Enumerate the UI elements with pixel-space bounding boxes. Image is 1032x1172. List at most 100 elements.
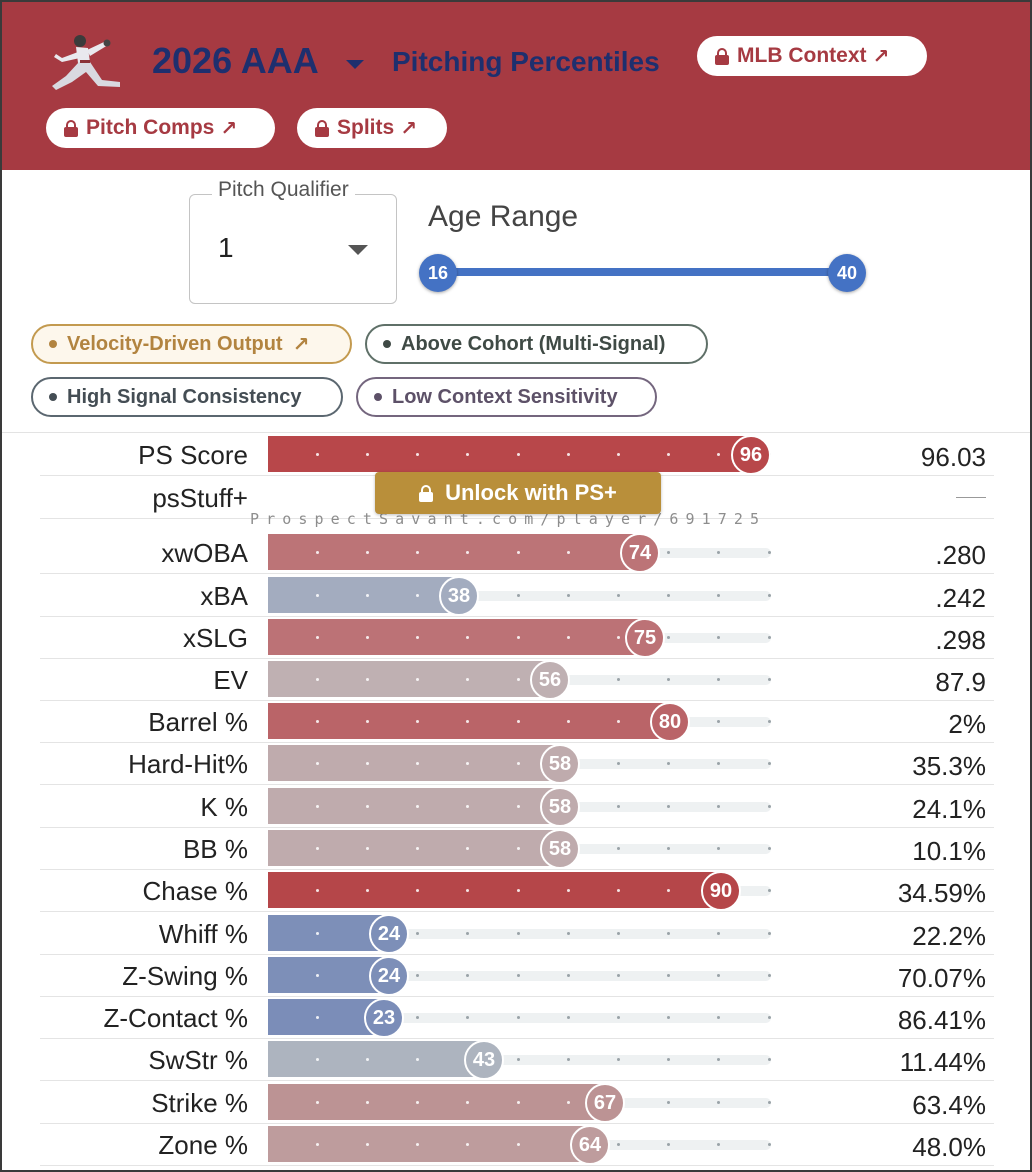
- metric-row: Zone % 64 48.0%: [2, 1124, 1030, 1166]
- metric-label: xwOBA: [161, 538, 248, 568]
- metric-value: 10.1%: [912, 836, 986, 866]
- metric-row: Hard-Hit% 58 35.3%: [2, 743, 1030, 785]
- age-min-handle[interactable]: 16: [419, 254, 457, 292]
- percentile-bubble: 64: [570, 1125, 610, 1165]
- metric-label: Whiff %: [158, 919, 248, 949]
- metric-label: K %: [200, 792, 248, 822]
- lock-icon: [315, 120, 329, 137]
- metric-row: EV 56 87.9: [2, 659, 1030, 701]
- tag-label: Low Context Sensitivity: [392, 385, 618, 408]
- tag-dot-icon: [374, 393, 382, 401]
- percentile-bar: [268, 577, 459, 613]
- mlb-context-label: MLB Context: [737, 44, 867, 67]
- row-divider: [40, 518, 994, 519]
- percentile-bubble: 58: [540, 829, 580, 869]
- metric-label: xBA: [200, 581, 248, 611]
- percentile-bubble: 43: [464, 1040, 504, 1080]
- percentile-bubble: 56: [530, 660, 570, 700]
- lock-icon: [64, 120, 78, 137]
- metric-row: xSLG 75 .298: [2, 617, 1030, 659]
- tag-low-context-sensitivity: Low Context Sensitivity: [356, 377, 657, 417]
- splits-button[interactable]: Splits ↗: [297, 108, 447, 148]
- metric-row: xBA 38 .242: [2, 575, 1030, 617]
- row-divider: [40, 1123, 994, 1124]
- metric-row: K % 58 24.1%: [2, 786, 1030, 828]
- row-divider: [40, 784, 994, 785]
- percentile-bar: [268, 703, 670, 739]
- metric-value: .280: [935, 540, 986, 570]
- percentile-bar: [268, 1084, 605, 1120]
- metric-row: Barrel % 80 2%: [2, 701, 1030, 743]
- tag-label: Velocity-Driven Output: [67, 332, 283, 355]
- metric-row: Chase % 90 34.59%: [2, 870, 1030, 912]
- row-divider: [40, 700, 994, 701]
- row-divider: [40, 742, 994, 743]
- metric-label: BB %: [182, 834, 248, 864]
- pitcher-icon: [52, 35, 120, 90]
- percentile-bubble: 24: [369, 914, 409, 954]
- metric-label: Strike %: [151, 1088, 248, 1118]
- row-divider: [40, 996, 994, 997]
- tag-dot-icon: [49, 393, 57, 401]
- metric-row: PS Score 96 96.03: [2, 434, 1030, 476]
- metric-label: Z-Swing %: [122, 961, 248, 991]
- tag-dot-icon: [383, 340, 391, 348]
- row-divider: [40, 1165, 994, 1166]
- tag-high-signal-consistency: High Signal Consistency: [31, 377, 343, 417]
- external-link-icon: ↗: [292, 333, 310, 356]
- percentile-bubble: 58: [540, 744, 580, 784]
- metric-value: 11.44%: [899, 1047, 986, 1077]
- row-divider: [40, 1080, 994, 1081]
- watermark: ProspectSavant.com/player/691725: [250, 510, 767, 528]
- row-divider: [40, 911, 994, 912]
- mlb-context-button[interactable]: MLB Context ↗: [697, 36, 927, 76]
- age-range-track[interactable]: [438, 268, 848, 276]
- age-range-label: Age Range: [428, 200, 579, 233]
- tag-label: High Signal Consistency: [67, 385, 302, 408]
- external-link-icon: ↗: [400, 117, 417, 140]
- metric-label: Z-Contact %: [103, 1003, 249, 1033]
- metric-row: BB % 58 10.1%: [2, 828, 1030, 870]
- metric-value: 34.59%: [897, 878, 986, 908]
- season-selector[interactable]: 2026 AAA: [152, 40, 319, 81]
- metric-value: 87.9: [935, 667, 986, 697]
- season-caret-icon[interactable]: [346, 60, 364, 69]
- pitch-qualifier-label: Pitch Qualifier: [212, 178, 355, 202]
- metric-value: 63.4%: [912, 1090, 986, 1120]
- lock-icon: [715, 48, 729, 65]
- pitch-qualifier-value[interactable]: 1: [218, 232, 234, 263]
- percentile-bar: [268, 745, 560, 781]
- percentile-bar: [268, 619, 645, 655]
- metric-value: 22.2%: [912, 921, 986, 951]
- chevron-down-icon[interactable]: [348, 245, 368, 255]
- percentile-bubble: 96: [731, 435, 771, 475]
- percentile-bubble: 90: [701, 871, 741, 911]
- metric-label: Barrel %: [148, 707, 248, 737]
- page-title: Pitching Percentiles: [392, 46, 660, 77]
- metric-value: 70.07%: [897, 963, 986, 993]
- pitch-comps-button[interactable]: Pitch Comps ↗: [46, 108, 275, 148]
- pitch-comps-label: Pitch Comps: [86, 116, 215, 139]
- metric-row: Strike % 67 63.4%: [2, 1082, 1030, 1124]
- tag-velocity-driven-output[interactable]: Velocity-Driven Output ↗: [31, 324, 352, 364]
- percentile-bubble: 58: [540, 787, 580, 827]
- age-max-handle[interactable]: 40: [828, 254, 866, 292]
- metric-row: Whiff % 24 22.2%: [2, 913, 1030, 955]
- percentile-bar: [268, 1126, 590, 1162]
- metric-label: psStuff+: [152, 483, 248, 513]
- metric-value: .242: [935, 583, 986, 613]
- metric-label: EV: [213, 665, 248, 695]
- metric-label: Hard-Hit%: [128, 749, 248, 779]
- external-link-icon: ↗: [872, 45, 890, 68]
- metric-row: SwStr % 43 11.44%: [2, 1039, 1030, 1081]
- metric-value: 24.1%: [912, 794, 986, 824]
- metric-label: Chase %: [142, 876, 249, 906]
- percentile-bubble: 74: [620, 533, 660, 573]
- metric-label: xSLG: [182, 623, 248, 653]
- unlock-ps-plus-button[interactable]: Unlock with PS+: [375, 472, 661, 514]
- metric-value: 35.3%: [912, 751, 986, 781]
- row-divider: [40, 658, 994, 659]
- metric-row: xwOBA 74 .280: [2, 532, 1030, 574]
- percentile-bar: [268, 661, 550, 697]
